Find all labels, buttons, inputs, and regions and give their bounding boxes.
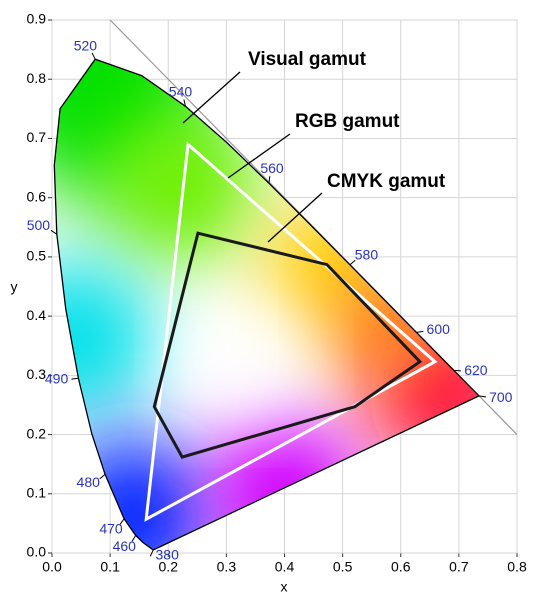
- wavelength-tick: [416, 330, 424, 333]
- wavelength-label: 520: [74, 37, 98, 53]
- y-tick-label: 0.3: [27, 366, 47, 382]
- y-axis-label: y: [11, 279, 18, 295]
- y-tick-label: 0.7: [27, 129, 47, 145]
- color-blob: [188, 302, 299, 413]
- color-blob: [54, 437, 214, 550]
- y-tick-label: 0.6: [27, 188, 47, 204]
- annotation: CMYK gamut: [327, 171, 446, 192]
- x-tick-label: 0.3: [217, 559, 237, 575]
- x-tick-label: 0.8: [507, 559, 527, 575]
- wavelength-label: 700: [489, 389, 513, 405]
- y-tick-label: 0.0: [27, 544, 47, 560]
- x-tick-label: 0.0: [42, 559, 62, 575]
- wavelength-tick: [50, 229, 58, 235]
- annotation-leader: [182, 71, 241, 124]
- y-tick-label: 0.5: [27, 248, 47, 264]
- x-tick-label: 0.7: [449, 559, 469, 575]
- annotation: RGB gamut: [295, 111, 400, 132]
- color-blob: [99, 105, 260, 266]
- wavelength-label: 620: [464, 362, 488, 378]
- x-tick-label: 0.5: [333, 559, 353, 575]
- y-tick-label: 0.1: [27, 484, 47, 500]
- wavelength-label: 560: [260, 160, 284, 176]
- wavelength-label: 460: [113, 538, 137, 554]
- wavelength-tick: [478, 395, 487, 398]
- wavelength-label: 470: [99, 521, 123, 537]
- wavelength-label: 500: [27, 217, 51, 233]
- wavelength-tick: [91, 52, 96, 60]
- wavelength-label: 380: [156, 547, 180, 563]
- wavelength-tick: [349, 259, 356, 266]
- wavelength-tick: [99, 474, 106, 480]
- gamut-outline: [144, 141, 438, 522]
- annotation-leader: [267, 192, 323, 243]
- wavelength-label: 490: [45, 371, 69, 387]
- wavelength-tick: [71, 377, 79, 380]
- spectral-locus: [53, 58, 481, 551]
- y-tick-label: 0.8: [27, 70, 47, 86]
- y-tick-label: 0.2: [27, 425, 47, 441]
- gamut-outline: [152, 231, 423, 459]
- y-tick-label: 0.4: [27, 307, 47, 323]
- wavelength-label: 480: [77, 474, 101, 490]
- x-tick-label: 0.4: [275, 559, 295, 575]
- wavelength-label: 600: [427, 321, 451, 337]
- x-tick-label: 0.6: [391, 559, 411, 575]
- wavelength-label: 540: [169, 83, 193, 99]
- wavelength-label: 580: [355, 246, 379, 262]
- wavelength-tick: [149, 549, 154, 557]
- annotation-leader: [227, 133, 291, 179]
- wavelength-tick: [131, 535, 137, 542]
- y-tick-label: 0.9: [27, 11, 47, 27]
- wavelength-tick: [183, 99, 186, 107]
- x-tick-label: 0.2: [159, 559, 179, 575]
- color-blob: [54, 259, 156, 420]
- wavelength-tick: [268, 176, 271, 184]
- x-axis-label: x: [281, 579, 288, 595]
- annotation: Visual gamut: [248, 49, 367, 70]
- wavelength-tick: [119, 518, 125, 525]
- x-tick-label: 0.1: [100, 559, 120, 575]
